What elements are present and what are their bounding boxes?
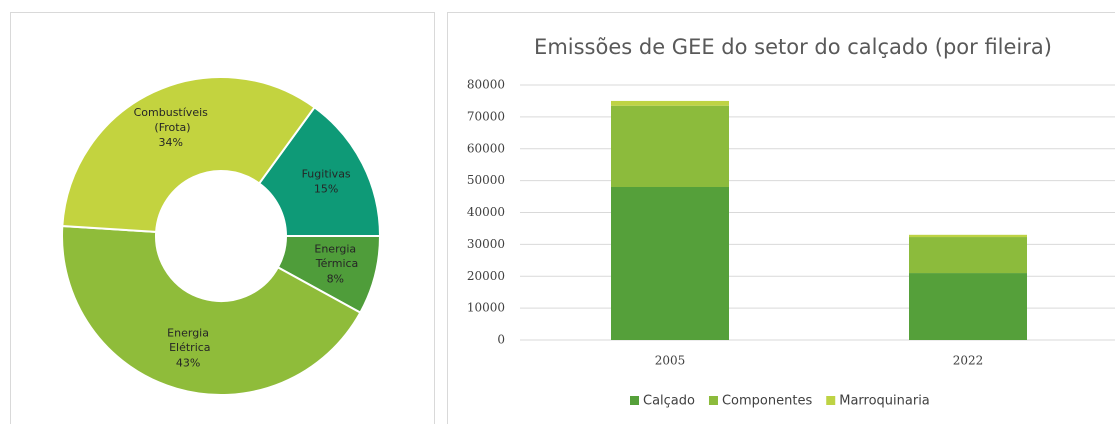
legend-label: Componentes <box>722 394 812 409</box>
slice-value-label: 15% <box>314 182 338 195</box>
y-tick-label: 30000 <box>467 237 505 251</box>
slice-value-label: 8% <box>327 272 344 285</box>
bar-segment <box>611 105 729 187</box>
slice-label: Combustíveis (Frota) <box>134 106 209 134</box>
chart-title: Emissões de GEE do setor do calçado (por… <box>534 35 1052 59</box>
pie-slice <box>61 224 362 396</box>
legend-label: Marroquinaria <box>839 394 930 409</box>
bar-segment <box>909 273 1027 340</box>
legend-swatch <box>708 396 718 405</box>
y-tick-label: 20000 <box>467 269 505 283</box>
x-tick-label: 2022 <box>953 354 984 368</box>
slice-value-label: 34% <box>159 136 183 149</box>
bar-segment <box>611 187 729 340</box>
legend-swatch <box>826 396 836 405</box>
legend-label: Calçado <box>643 394 695 409</box>
slice-value-label: 43% <box>176 356 200 369</box>
slice-label: Energia Elétrica <box>166 326 211 354</box>
slice-label: Fugitivas <box>302 167 351 180</box>
y-tick-label: 10000 <box>467 301 505 315</box>
y-tick-label: 60000 <box>467 141 505 155</box>
y-tick-label: 0 <box>497 333 505 347</box>
y-tick-label: 70000 <box>467 109 505 123</box>
bar-segment <box>909 234 1027 238</box>
pie-slice <box>257 105 382 237</box>
x-tick-label: 2005 <box>655 354 686 368</box>
y-tick-label: 50000 <box>467 173 505 187</box>
bar-segment <box>611 100 729 106</box>
bar-panel <box>447 12 1115 424</box>
slice-label: Energia Térmica <box>312 242 358 270</box>
legend-swatch <box>630 396 639 405</box>
pie-slice <box>61 76 316 233</box>
bar-segment <box>909 237 1027 274</box>
y-tick-label: 40000 <box>467 205 505 219</box>
y-tick-label: 80000 <box>467 78 505 92</box>
